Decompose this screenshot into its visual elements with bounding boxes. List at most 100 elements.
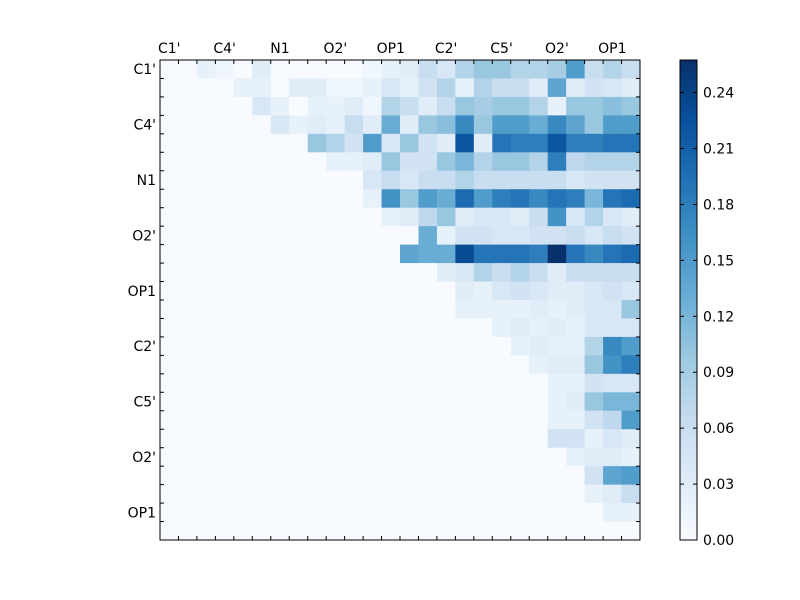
heatmap-cell — [510, 429, 530, 449]
heatmap-cell — [436, 226, 456, 246]
heatmap-cell — [473, 429, 493, 449]
heatmap-cell — [547, 503, 567, 523]
heatmap-cell — [307, 355, 327, 375]
heatmap-cell — [381, 189, 401, 209]
heatmap-cell — [326, 392, 346, 412]
heatmap-cell — [584, 318, 604, 338]
heatmap-cell — [270, 281, 290, 301]
heatmap-cell — [547, 392, 567, 412]
heatmap-cell — [400, 115, 419, 135]
heatmap-cell — [529, 521, 549, 541]
heatmap-cell — [621, 318, 641, 338]
heatmap-cell — [566, 373, 586, 393]
heatmap-cell — [400, 392, 419, 412]
heatmap-cell — [326, 152, 346, 172]
heatmap-cell — [473, 96, 493, 116]
y-tick-label: OP1 — [128, 505, 156, 521]
heatmap-cell — [233, 355, 253, 375]
heatmap-cell — [289, 447, 309, 467]
y-tick-label: O2' — [132, 450, 156, 466]
heatmap-cell — [363, 521, 383, 541]
heatmap-cell — [418, 318, 438, 338]
heatmap-cell — [473, 466, 493, 486]
heatmap-cell — [344, 281, 364, 301]
heatmap-cell — [233, 429, 253, 449]
heatmap-cell — [160, 466, 179, 486]
heatmap-cell — [418, 521, 438, 541]
heatmap-cell — [547, 318, 567, 338]
y-tick-label: N1 — [137, 173, 156, 189]
heatmap-cell — [160, 152, 179, 172]
heatmap-cell — [547, 336, 567, 356]
heatmap-cell — [326, 355, 346, 375]
heatmap-cell — [289, 373, 309, 393]
heatmap-cell — [529, 60, 549, 79]
heatmap-cell — [455, 392, 475, 412]
heatmap-cell — [492, 152, 512, 172]
heatmap-cell — [160, 429, 179, 449]
heatmap-cell — [455, 466, 475, 486]
heatmap-cell — [178, 133, 198, 153]
heatmap-cell — [529, 133, 549, 153]
heatmap-cell — [584, 484, 604, 504]
heatmap-cell — [215, 244, 235, 264]
heatmap-cell — [160, 263, 179, 283]
heatmap-cell — [436, 189, 456, 209]
heatmap-cell — [603, 521, 623, 541]
heatmap-cell — [510, 447, 530, 467]
heatmap-cell — [363, 244, 383, 264]
heatmap-cell — [270, 244, 290, 264]
heatmap-cell — [326, 484, 346, 504]
heatmap-cell — [289, 281, 309, 301]
heatmap-cell — [529, 207, 549, 227]
heatmap-cell — [252, 133, 272, 153]
heatmap-cell — [178, 281, 198, 301]
heatmap-cell — [252, 226, 272, 246]
heatmap-cell — [418, 78, 438, 98]
heatmap-cell — [233, 336, 253, 356]
heatmap-cell — [566, 447, 586, 467]
heatmap-cell — [621, 484, 641, 504]
heatmap-cell — [270, 410, 290, 430]
colorbar-tick-label: 0.18 — [703, 197, 734, 213]
heatmap-cell — [603, 503, 623, 523]
heatmap-cell — [160, 373, 179, 393]
heatmap-cell — [270, 484, 290, 504]
heatmap-cell — [233, 300, 253, 319]
heatmap-cell — [621, 226, 641, 246]
heatmap-cell — [418, 133, 438, 153]
heatmap-cell — [584, 189, 604, 209]
heatmap-cell — [344, 503, 364, 523]
heatmap-cell — [196, 207, 216, 227]
heatmap-cell — [455, 96, 475, 116]
heatmap-cell — [584, 115, 604, 135]
heatmap-cell — [363, 226, 383, 246]
heatmap-cell — [603, 170, 623, 190]
heatmap-cell — [436, 133, 456, 153]
heatmap-cell — [529, 355, 549, 375]
heatmap-cell — [529, 318, 549, 338]
heatmap-cell — [566, 207, 586, 227]
x-tick-label: O2' — [545, 41, 569, 57]
heatmap-cell — [160, 447, 179, 467]
heatmap-cell — [233, 392, 253, 412]
heatmap-cell — [400, 226, 419, 246]
heatmap-cell — [492, 244, 512, 264]
heatmap-cell — [178, 318, 198, 338]
heatmap-cell — [473, 263, 493, 283]
heatmap-cell — [584, 410, 604, 430]
heatmap-cell — [233, 152, 253, 172]
heatmap-cell — [400, 300, 419, 319]
heatmap-cell — [270, 300, 290, 319]
heatmap-cell — [270, 115, 290, 135]
heatmap-cell — [492, 447, 512, 467]
heatmap-cell — [547, 226, 567, 246]
heatmap-cell — [233, 115, 253, 135]
heatmap-cell — [307, 263, 327, 283]
heatmap-cell — [215, 318, 235, 338]
x-tick-label: C2' — [435, 41, 458, 57]
heatmap-cell — [289, 466, 309, 486]
heatmap-cell — [418, 263, 438, 283]
heatmap-cell — [436, 170, 456, 190]
heatmap-cell — [455, 318, 475, 338]
